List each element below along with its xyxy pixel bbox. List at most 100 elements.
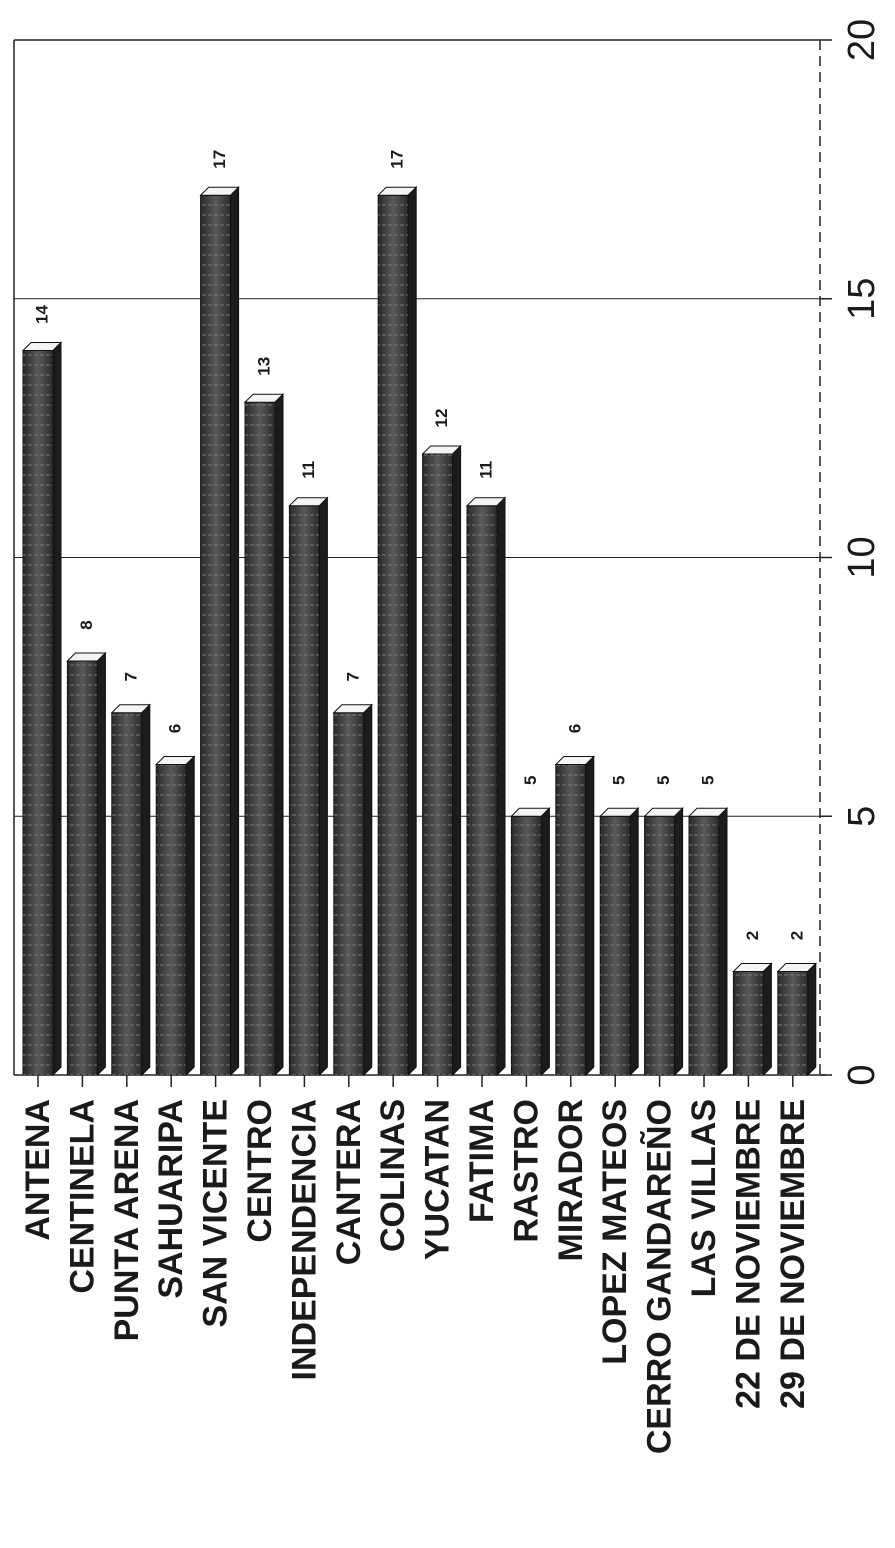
bar-side (274, 393, 284, 1077)
data-label: 11 (299, 461, 318, 479)
data-label: 2 (743, 931, 762, 940)
value-tick-label: 20 (841, 19, 883, 61)
bar (66, 651, 107, 1077)
category-label: CENTINELA (63, 1099, 101, 1294)
bar-side (540, 807, 550, 1077)
category-label: CENTRO (241, 1099, 279, 1243)
bar (643, 807, 684, 1077)
bar-texture (467, 505, 497, 1075)
data-label: 17 (210, 150, 229, 169)
data-label: 5 (699, 776, 718, 785)
bar-texture (555, 764, 586, 1075)
bar (154, 755, 196, 1077)
bar-texture (245, 402, 275, 1075)
bar (732, 962, 773, 1077)
data-label: 6 (166, 724, 185, 733)
data-label: 5 (654, 776, 673, 785)
category-label: YUCATAN (419, 1099, 457, 1260)
data-label: 17 (388, 150, 407, 169)
bar (199, 186, 240, 1077)
category-labels: ANTENA CENTINELA PUNTA ARENA SAHUARIPA SAN V… (19, 1099, 812, 1454)
bar-side (496, 496, 506, 1077)
bar-side (718, 807, 728, 1077)
bar-side (52, 341, 62, 1077)
bar-texture (600, 816, 631, 1075)
bar-texture (422, 454, 453, 1075)
bar (554, 755, 596, 1077)
bar (421, 444, 462, 1077)
value-tick-label: 15 (841, 278, 883, 320)
bar-texture (378, 195, 409, 1075)
category-label: FATIMA (463, 1099, 501, 1223)
bar-texture (111, 712, 142, 1075)
category-label: MIRADOR (552, 1099, 590, 1261)
value-tick-label: 10 (841, 536, 883, 578)
value-tick-labels: 0 5 10 15 20 (841, 19, 883, 1086)
data-label: 2 (787, 931, 806, 940)
data-label: 11 (477, 461, 496, 479)
bar (332, 703, 374, 1077)
bar-side (363, 703, 373, 1077)
bar-texture (23, 350, 53, 1075)
category-label: INDEPENDENCIA (285, 1099, 323, 1380)
bar-texture (644, 816, 675, 1075)
bar-side (185, 755, 195, 1077)
data-label: 13 (255, 357, 274, 376)
category-label: LOPEZ MATEOS (596, 1099, 634, 1365)
bar (288, 496, 329, 1077)
category-label: 22 DE NOVIEMBRE (729, 1099, 767, 1409)
bar-texture (733, 971, 764, 1075)
bar-side (407, 186, 417, 1077)
bar-texture (156, 764, 187, 1075)
bar (598, 807, 640, 1077)
category-label: PUNTA ARENA (108, 1099, 146, 1341)
bar-texture (511, 816, 542, 1075)
category-label: 29 DE NOVIEMBRE (774, 1099, 812, 1409)
bar-side (674, 807, 684, 1077)
category-label: ANTENA (19, 1099, 57, 1241)
data-label: 14 (33, 305, 52, 324)
bar-side (585, 755, 595, 1077)
category-label: COLINAS (374, 1099, 412, 1252)
bar (243, 393, 285, 1077)
data-label: 5 (610, 776, 629, 785)
bar (376, 186, 418, 1077)
bar-side (452, 444, 462, 1077)
bars (21, 186, 818, 1087)
category-label: LAS VILLAS (685, 1099, 723, 1297)
data-label: 12 (432, 409, 451, 428)
bar-side (318, 496, 328, 1077)
bar-texture (200, 195, 231, 1075)
bar (510, 807, 551, 1077)
data-label: 7 (121, 672, 140, 681)
data-labels: 14 8 7 6 17 13 11 7 17 12 11 5 6 5 5 5 2 2 (33, 150, 807, 940)
bar-texture (67, 661, 98, 1075)
value-tick-label: 0 (841, 1064, 883, 1085)
data-label: 5 (521, 776, 540, 785)
bar-texture (333, 712, 364, 1075)
bar-side (629, 807, 639, 1077)
bar-side (141, 703, 151, 1077)
value-tick-label: 5 (841, 806, 883, 827)
bar-texture (689, 816, 719, 1075)
bar-side (96, 651, 106, 1077)
bar-side (807, 962, 817, 1077)
bar (110, 703, 152, 1077)
category-label: SAHUARIPA (152, 1099, 190, 1299)
bar (776, 962, 818, 1077)
category-label: CANTERA (330, 1099, 368, 1265)
bar (687, 807, 729, 1077)
bar (465, 496, 507, 1077)
data-label: 7 (343, 672, 362, 681)
category-label: CERRO GANDAREÑO (641, 1099, 679, 1454)
bar-side (230, 186, 240, 1077)
bar (21, 341, 63, 1077)
category-label: RASTRO (507, 1099, 545, 1243)
bar-texture (289, 505, 320, 1075)
data-label: 8 (77, 620, 96, 629)
bar-side (762, 962, 772, 1077)
data-label: 6 (565, 724, 584, 733)
category-label: SAN VICENTE (197, 1099, 235, 1328)
bar-texture (777, 971, 808, 1075)
